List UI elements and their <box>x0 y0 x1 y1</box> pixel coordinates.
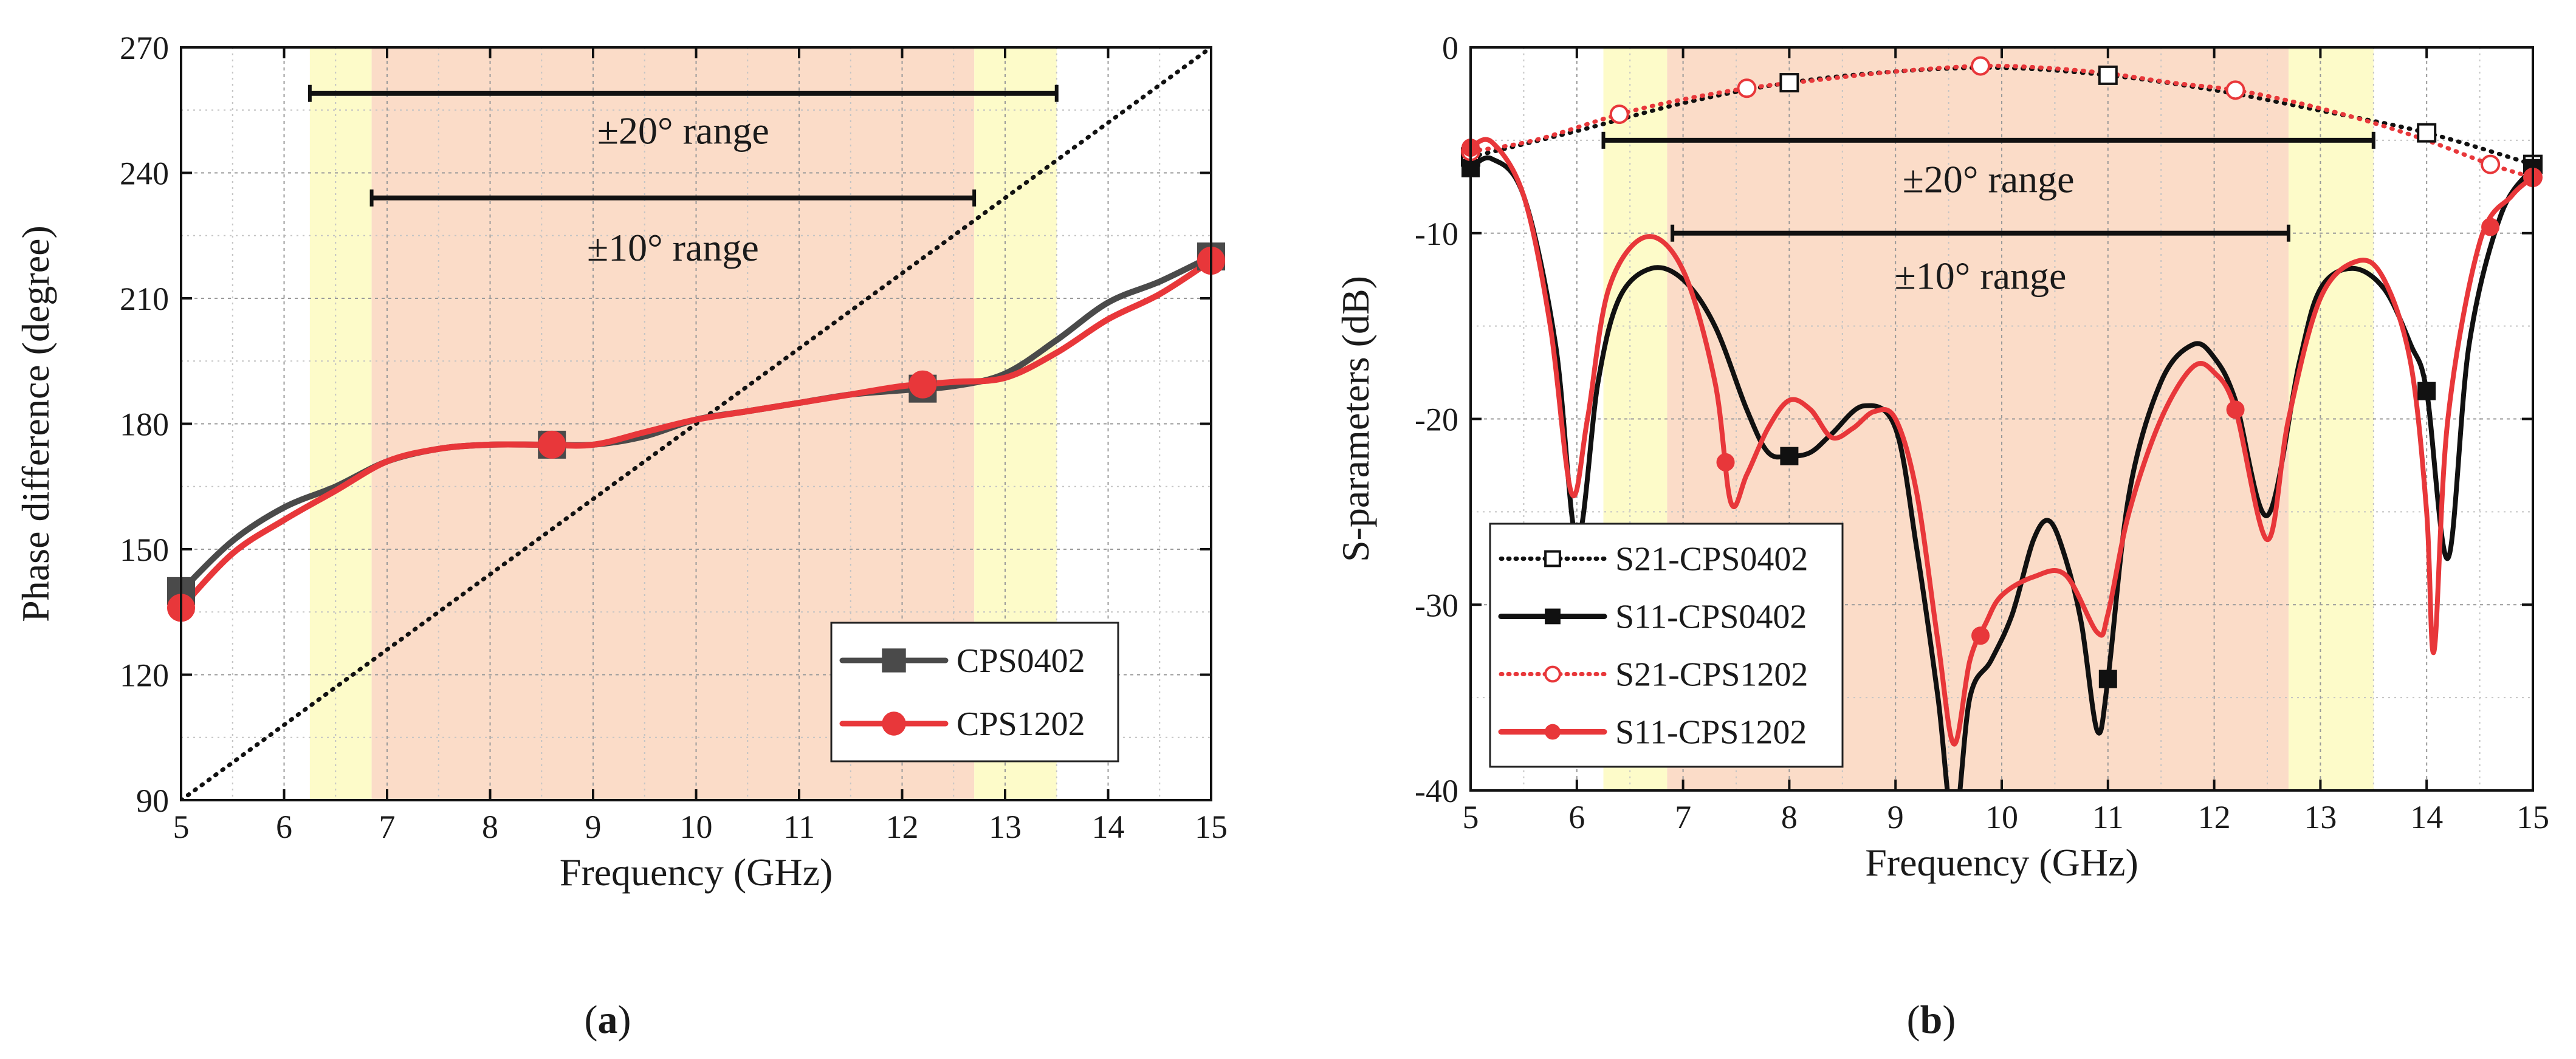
y-tick-label: 240 <box>120 156 169 192</box>
panel-label-a: (a) <box>585 998 631 1042</box>
x-tick-label: 12 <box>2198 799 2231 835</box>
data-marker <box>2098 65 2118 85</box>
y-tick-label: 90 <box>136 783 169 819</box>
range-indicator: ±10° range <box>1671 224 2290 297</box>
y-tick-label: 120 <box>120 657 169 694</box>
x-tick-label: 15 <box>1195 809 1228 845</box>
x-tick-label: 15 <box>2516 799 2549 835</box>
data-marker <box>538 430 566 459</box>
legend-swatch-marker <box>882 711 906 736</box>
chart-phase-difference: ±20° range ±10° range 5 6 7 8 9 10 11 12 13 14 15 90 1… <box>14 30 1228 894</box>
legend-swatch-marker <box>1544 550 1561 567</box>
x-axis-title: Frequency (GHz) <box>560 851 833 894</box>
x-tick-label: 10 <box>1985 799 2018 835</box>
x-tick-label: 13 <box>989 809 1022 845</box>
data-marker <box>1609 105 1629 125</box>
series-line <box>1471 63 2533 180</box>
highlight-band <box>2288 47 2374 790</box>
x-tick-label: 6 <box>1568 799 1585 835</box>
range-label: ±20° range <box>1903 157 2075 200</box>
data-marker <box>1716 453 1735 471</box>
tick-group: 5 6 7 8 9 10 11 12 13 14 15 90 120 150 180 210 240 270 <box>120 30 1228 845</box>
x-tick-label: 11 <box>2092 799 2124 835</box>
legend-swatch-marker <box>1544 665 1561 683</box>
x-tick-label: 8 <box>482 809 498 845</box>
series-line <box>181 258 1211 611</box>
range-indicator: ±10° range <box>369 189 977 269</box>
series-line <box>1471 155 2533 790</box>
panel-label-b: (b) <box>1907 998 1956 1042</box>
data-marker <box>1737 78 1757 98</box>
data-marker <box>2226 400 2245 419</box>
legend-swatch-marker <box>882 648 906 673</box>
highlight-band <box>309 47 372 800</box>
data-marker <box>908 370 937 399</box>
range-label: ±20° range <box>597 109 769 152</box>
y-tick-label: -20 <box>1415 402 1458 438</box>
legend-swatch-marker <box>1545 608 1561 625</box>
legend-label: S21-CPS0402 <box>1615 541 1808 578</box>
x-tick-label: 7 <box>1675 799 1691 835</box>
data-marker <box>2417 123 2437 143</box>
legend-label: S21-CPS1202 <box>1615 656 1808 694</box>
legend-label: CPS1202 <box>957 705 1085 743</box>
legend-label: S11-CPS0402 <box>1615 598 1807 636</box>
x-tick-label: 6 <box>276 809 292 845</box>
legend: CPS0402 CPS1202 <box>830 622 1119 763</box>
tick-group: 5 6 7 8 9 10 11 12 13 14 15 -40 -30 -20 -10 0 <box>1415 30 2549 835</box>
series-line <box>1471 137 2533 747</box>
y-tick-label: -40 <box>1415 773 1458 809</box>
data-marker <box>2417 382 2436 400</box>
legend-box <box>830 622 1119 763</box>
legend-label: S11-CPS1202 <box>1615 714 1807 752</box>
series-group <box>1471 63 2533 790</box>
data-marker <box>2098 670 2117 688</box>
x-tick-label: 5 <box>173 809 190 845</box>
data-marker <box>2225 80 2245 100</box>
x-tick-label: 13 <box>2304 799 2337 835</box>
data-marker <box>1780 447 1799 465</box>
series-group <box>181 253 1211 611</box>
data-marker <box>1971 56 1991 76</box>
data-marker <box>2481 154 2501 174</box>
x-axis-title: Frequency (GHz) <box>1865 841 2138 884</box>
y-tick-label: 180 <box>120 406 169 443</box>
reference-line <box>181 47 1211 800</box>
range-label: ±10° range <box>587 226 759 269</box>
y-tick-label: 210 <box>120 281 169 317</box>
x-tick-label: 5 <box>1463 799 1479 835</box>
range-indicator: ±20° range <box>307 84 1059 152</box>
x-tick-label: 12 <box>886 809 919 845</box>
x-tick-label: 14 <box>2410 799 2443 835</box>
y-tick-label: 0 <box>1442 30 1458 66</box>
y-axis-title: Phase difference (degree) <box>14 225 57 622</box>
legend-label: CPS0402 <box>957 642 1085 680</box>
data-marker <box>2481 218 2500 236</box>
y-tick-label: -30 <box>1415 587 1458 623</box>
y-axis-title: S-parameters (dB) <box>1334 276 1377 562</box>
legend: S21-CPS0402 S11-CPS0402 S21-CPS1202 S11-CPS… <box>1489 523 1844 768</box>
x-tick-label: 10 <box>680 809 713 845</box>
range-indicator: ±20° range <box>1601 131 2375 200</box>
y-tick-label: 270 <box>120 30 169 66</box>
x-tick-label: 7 <box>379 809 396 845</box>
x-tick-label: 9 <box>1887 799 1904 835</box>
x-tick-label: 8 <box>1781 799 1798 835</box>
legend-swatch-marker <box>1545 724 1561 740</box>
data-marker <box>1779 73 1799 93</box>
chart-s-parameters: ±20° range ±10° range 5 6 7 8 9 10 11 12 13 14 15 -40… <box>1334 30 2549 884</box>
x-tick-label: 11 <box>783 809 815 845</box>
data-marker <box>1971 626 1990 645</box>
y-tick-label: -10 <box>1415 216 1458 252</box>
y-tick-label: 150 <box>120 532 169 568</box>
x-tick-label: 9 <box>585 809 602 845</box>
range-label: ±10° range <box>1895 254 2067 297</box>
x-tick-label: 14 <box>1092 809 1125 845</box>
